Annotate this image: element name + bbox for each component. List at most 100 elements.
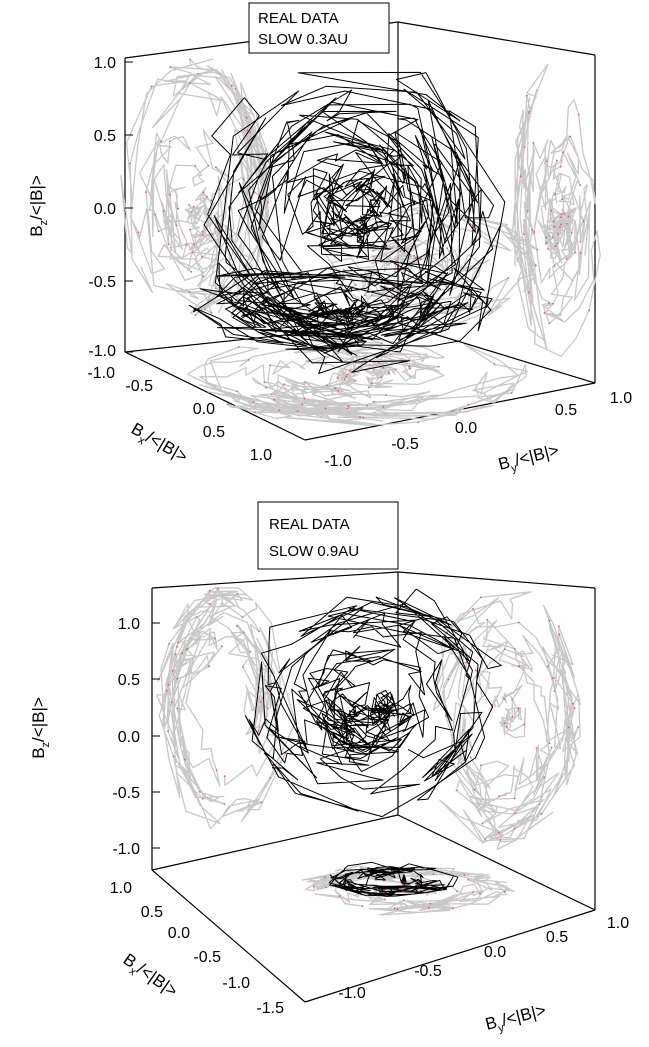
projection-point [547,665,549,667]
projection-point [195,616,198,618]
projection-point [543,312,546,314]
projection-point [367,386,370,389]
projection-point [267,201,269,204]
projection-point [246,129,248,132]
projection-point [339,895,341,898]
projection-point [194,314,197,316]
projection-point [525,94,528,97]
projection-point [414,257,417,259]
projection-point [385,394,387,397]
projection-point [192,205,195,208]
projection-point [519,175,522,178]
projection-point [185,243,188,246]
projection-point [263,381,266,383]
projection-point [498,795,500,797]
projection-point [574,251,576,254]
projection-point [157,230,160,233]
projection-path-points [519,94,590,325]
projection-point [235,624,238,627]
projection-point [358,872,361,875]
y-tick-label-2-2: 0.0 [484,944,506,961]
projection-point [567,215,570,218]
x-tick-label-1-3: 0.5 [203,424,225,441]
projection-point [167,243,170,246]
trajectories-1 [120,58,601,426]
projection-path-points [226,342,513,423]
projection-point [535,747,538,749]
projection-point [249,650,252,653]
projection-point [577,113,580,116]
x-axis-2: 1.0 0.5 0.0 -0.5 -1.0 -1.5 Bx/<|B|> [110,880,284,1017]
projection-point [558,633,561,636]
projection-point [208,603,211,606]
projection-point [210,311,213,314]
projection-path [301,865,515,916]
projection-path [324,204,539,332]
projection-point [456,890,458,893]
y-tick-label-2-1: -0.5 [414,963,442,980]
projection-point [197,72,200,75]
projection-point [228,183,231,186]
projection-path [510,63,601,358]
projection-point [347,405,350,408]
projection-point [479,892,481,895]
x-tick-label-1-0: -1.0 [87,365,115,382]
projection-point [548,302,550,305]
projection-point [447,678,450,681]
projection-point [562,151,564,154]
projection-point [517,621,520,624]
projection-point [579,184,582,187]
projection-point [504,648,506,650]
projection-point [242,666,244,668]
z-tick-label-1-3: -0.5 [88,274,116,291]
x-tick-label-1-1: -0.5 [125,378,153,395]
z-tick-label-1-4: -1.0 [88,343,116,360]
projection-point [361,905,364,907]
x-axis-label-1: Bx/<|B|> [126,419,191,470]
projection-point [486,619,489,621]
projection-point [554,193,557,196]
y-tick-label-2-4: 1.0 [607,915,629,932]
projection-point [536,248,539,251]
projection-point [513,812,516,814]
projection-point [531,229,534,232]
projection-point [216,587,219,590]
projection-point [234,88,237,90]
projection-point [241,616,244,618]
projection-point [150,85,153,88]
projection-point [419,258,422,261]
projection-point [268,687,271,689]
projection-point [368,364,371,366]
projection-point [278,409,281,412]
projection-point [237,346,240,348]
projection-point [384,898,386,901]
x-axis-1: -1.0 -0.5 0.0 0.5 1.0 Bx/<|B|> [87,365,272,470]
projection-point [137,231,140,234]
projection-point [513,828,516,830]
y-tick-label-1-2: 0.0 [455,420,477,437]
projection-point [387,298,390,301]
projection-point [174,653,177,655]
projection-point [354,284,357,286]
projection-point [446,247,448,250]
projection-point [191,251,194,253]
projection-path [186,336,529,426]
projection-point [550,746,553,749]
projection-point [469,756,472,759]
projection-point [563,212,566,215]
projection-point [206,196,208,198]
projection-point [565,222,568,225]
projection-point [437,365,440,368]
projection-point [171,669,174,672]
projection-point [554,245,557,248]
projection-point [567,726,570,729]
projection-point [220,645,223,648]
projection-point [548,322,551,325]
projection-point [579,241,582,243]
projection-point [493,363,496,365]
z-tick-label-2-0: 1.0 [118,616,140,633]
projection-point [553,265,556,268]
projection-point [363,294,366,297]
projection-point [499,839,502,841]
projection-point [254,411,256,414]
